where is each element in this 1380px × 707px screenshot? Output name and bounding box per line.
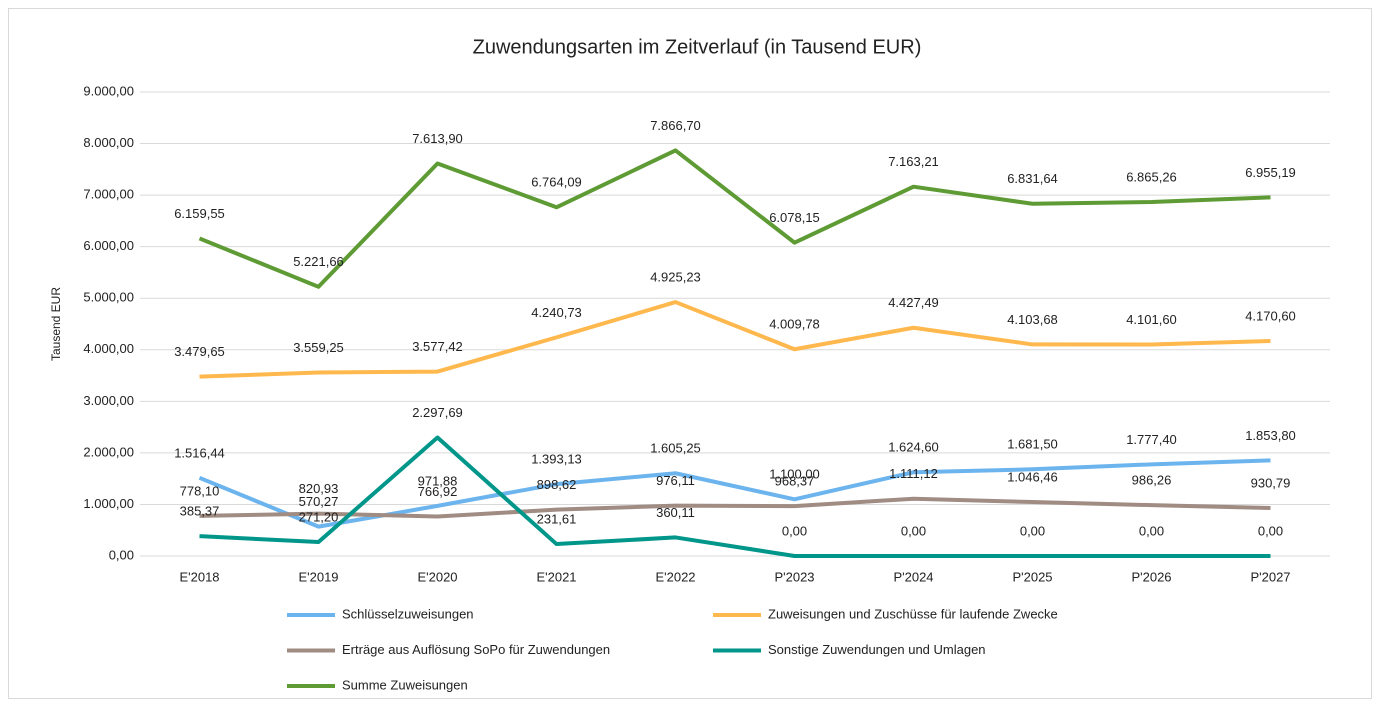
data-label: 4.925,23: [650, 270, 701, 285]
data-label: 3.479,65: [174, 344, 225, 359]
data-label: 2.297,69: [412, 405, 463, 420]
legend-label: Schlüsselzuweisungen: [342, 606, 474, 621]
data-label: 1.046,46: [1007, 469, 1058, 484]
x-tick-label: E'2020: [417, 569, 457, 584]
data-label: 7.866,70: [650, 118, 701, 133]
y-tick-label: 6.000,00: [83, 238, 134, 253]
data-label: 231,61: [537, 511, 577, 526]
x-tick-label: P'2026: [1131, 569, 1171, 584]
data-label: 3.577,42: [412, 339, 463, 354]
data-label: 820,93: [299, 481, 339, 496]
data-label: 971,88: [418, 473, 458, 488]
data-label: 1.777,40: [1126, 432, 1177, 447]
y-tick-label: 0,00: [109, 547, 134, 562]
data-label: 4.101,60: [1126, 312, 1177, 327]
data-label: 6.831,64: [1007, 171, 1058, 186]
data-label: 0,00: [901, 523, 926, 538]
y-tick-label: 4.000,00: [83, 341, 134, 356]
data-label: 6.764,09: [531, 175, 582, 190]
legend-label: Zuweisungen und Zuschüsse für laufende Z…: [768, 606, 1058, 621]
data-label: 1.100,00: [769, 467, 820, 482]
data-label: 4.103,68: [1007, 312, 1058, 327]
data-label: 930,79: [1251, 475, 1291, 490]
legend-label: Sonstige Zuwendungen und Umlagen: [768, 642, 986, 657]
data-label: 1.681,50: [1007, 437, 1058, 452]
data-label: 976,11: [656, 473, 695, 488]
x-tick-label: E'2019: [298, 569, 338, 584]
series-line: [199, 496, 1271, 519]
chart-frame: [8, 8, 1372, 699]
data-label: 778,10: [180, 483, 220, 498]
data-label: 6.865,26: [1126, 169, 1177, 184]
chart-title: Zuwendungsarten im Zeitverlauf (in Tause…: [473, 36, 922, 58]
x-tick-label: P'2024: [893, 569, 933, 584]
data-label: 570,27: [299, 494, 339, 509]
y-axis-title: Tausend EUR: [49, 287, 63, 361]
y-tick-label: 1.000,00: [83, 496, 134, 511]
data-label: 1.111,12: [889, 466, 938, 481]
data-label: 1.393,13: [531, 452, 582, 467]
y-tick-label: 7.000,00: [83, 187, 134, 202]
data-label: 271,20: [299, 509, 339, 524]
data-label: 986,26: [1132, 473, 1172, 488]
series-line: [199, 435, 1271, 558]
data-label: 6.159,55: [174, 206, 225, 221]
data-label: 1.605,25: [650, 441, 701, 456]
x-tick-label: P'2027: [1250, 569, 1290, 584]
data-label: 0,00: [1258, 523, 1283, 538]
legend-label: Summe Zuweisungen: [342, 677, 468, 692]
data-label: 898,62: [537, 477, 577, 492]
data-label: 360,11: [656, 505, 695, 520]
y-tick-label: 3.000,00: [83, 393, 134, 408]
data-label: 0,00: [782, 523, 807, 538]
x-tick-label: P'2025: [1012, 569, 1052, 584]
data-label: 4.009,78: [769, 317, 820, 332]
data-label: 1.624,60: [888, 440, 939, 455]
y-tick-label: 9.000,00: [83, 83, 134, 98]
y-tick-label: 8.000,00: [83, 135, 134, 150]
data-label: 0,00: [1020, 523, 1045, 538]
data-label: 6.955,19: [1245, 165, 1296, 180]
data-label: 7.613,90: [412, 131, 463, 146]
y-tick-label: 5.000,00: [83, 290, 134, 305]
data-label: 3.559,25: [293, 340, 344, 355]
series-line: [198, 148, 1271, 289]
data-label: 6.078,15: [769, 210, 820, 225]
x-tick-label: E'2021: [536, 569, 576, 584]
data-label: 4.240,73: [531, 305, 582, 320]
data-label: 1.516,44: [174, 445, 225, 460]
y-tick-label: 2.000,00: [83, 444, 134, 459]
data-label: 385,37: [180, 504, 220, 519]
data-label: 766,92: [418, 484, 458, 499]
data-label: 1.853,80: [1245, 428, 1296, 443]
data-label: 0,00: [1139, 523, 1164, 538]
legend-label: Erträge aus Auflösung SoPo für Zuwendung…: [342, 642, 610, 657]
x-tick-label: P'2023: [774, 569, 814, 584]
data-label: 4.170,60: [1245, 308, 1296, 323]
data-label: 7.163,21: [888, 154, 939, 169]
data-label: 968,37: [775, 474, 815, 489]
series-line: [199, 300, 1271, 379]
x-tick-label: E'2018: [179, 569, 219, 584]
data-label: 5.221,66: [293, 254, 344, 269]
data-label: 4.427,49: [888, 295, 939, 310]
x-tick-label: E'2022: [655, 569, 695, 584]
